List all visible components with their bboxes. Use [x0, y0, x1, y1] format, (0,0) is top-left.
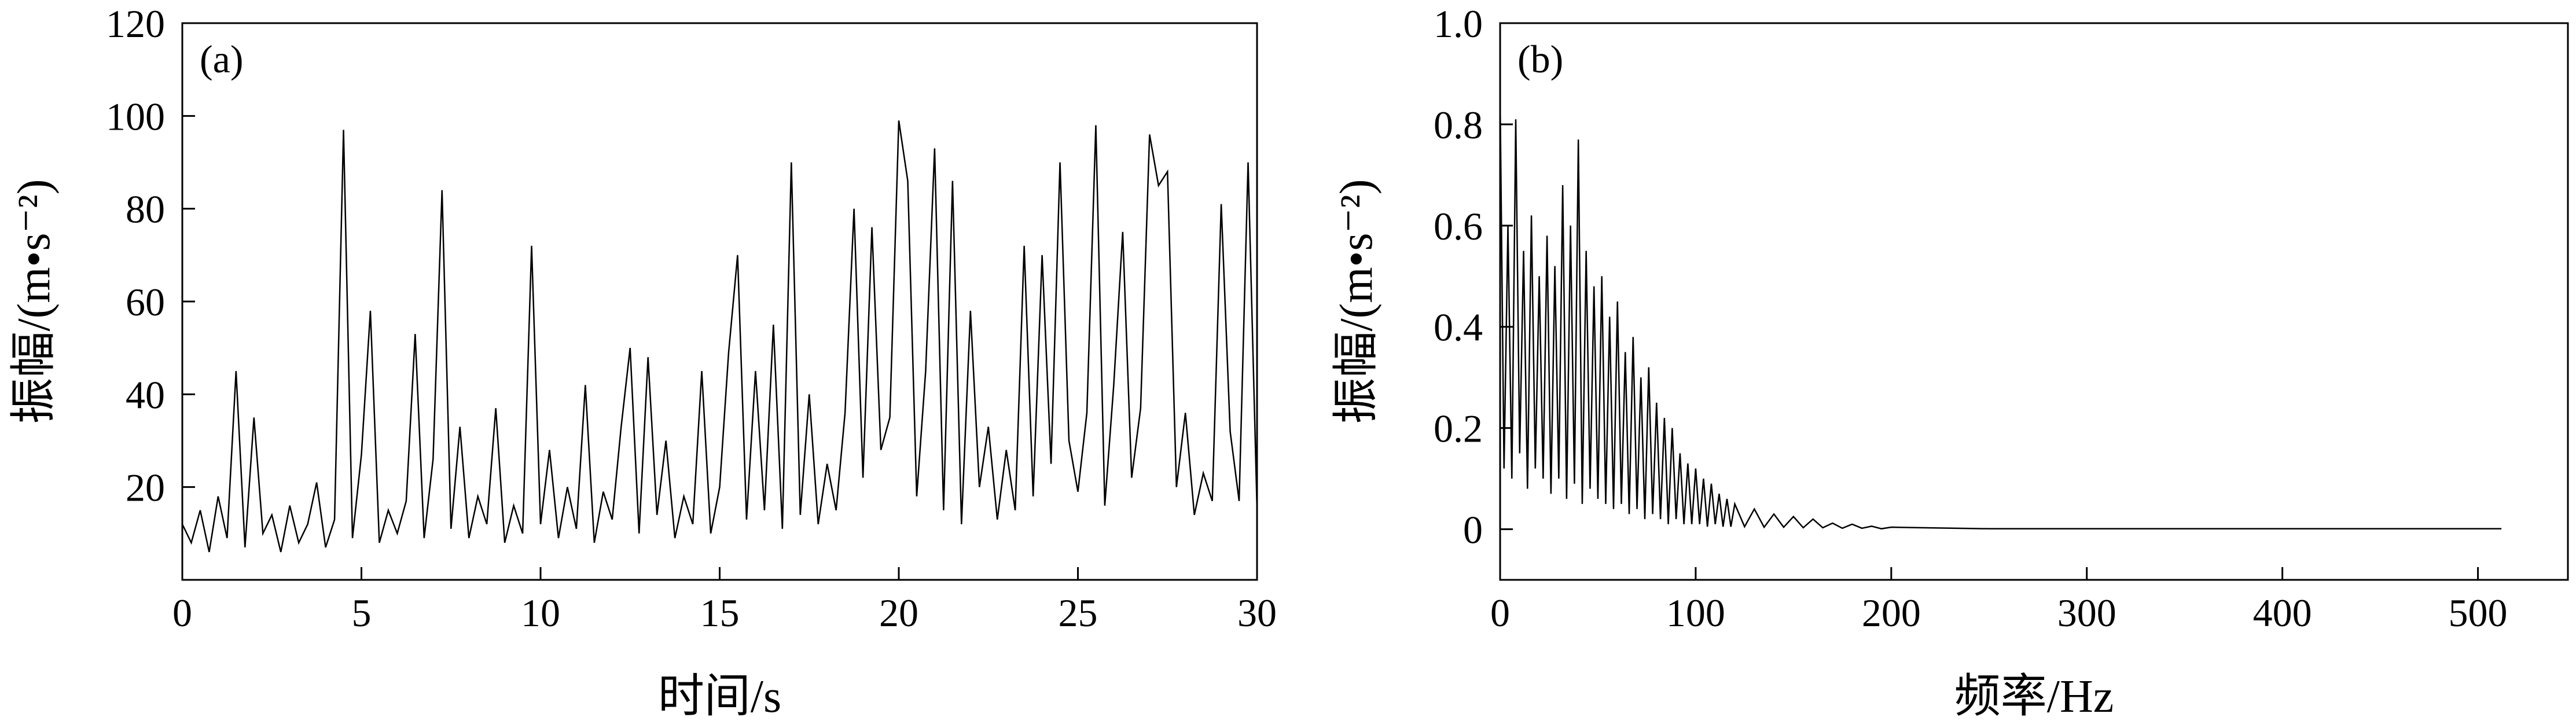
x-tick-label: 20	[879, 591, 918, 635]
x-tick-label: 30	[1237, 591, 1277, 635]
y-tick-label: 0.2	[1434, 407, 1483, 451]
plot-frame	[181, 22, 1258, 581]
x-tick-label: 15	[700, 591, 740, 635]
y-tick-label: 120	[106, 2, 165, 46]
x-tick-label: 100	[1666, 591, 1725, 635]
y-tick-label: 1.0	[1434, 2, 1483, 46]
y-tick-label: 100	[106, 94, 165, 138]
x-tick-label: 500	[2449, 591, 2508, 635]
x-axis-title: 时间/s	[658, 671, 781, 722]
x-tick-label: 400	[2253, 591, 2312, 635]
y-tick-label: 0.6	[1434, 204, 1483, 248]
x-tick-label: 0	[1490, 591, 1510, 635]
x-tick-label: 5	[352, 591, 372, 635]
plot-frame	[1499, 22, 2569, 581]
x-tick-label: 0	[172, 591, 192, 635]
y-tick-label: 80	[126, 187, 165, 231]
panel-label: (b)	[1517, 37, 1563, 81]
y-axis-title: 振幅/(m•s⁻²)	[1331, 179, 1382, 424]
x-tick-label: 300	[2057, 591, 2116, 635]
y-axis-title: 振幅/(m•s⁻²)	[9, 179, 60, 424]
signal-line	[182, 120, 1257, 553]
y-tick-label: 60	[126, 280, 165, 324]
signal-line	[1500, 99, 2502, 530]
panel-label: (a)	[200, 37, 243, 81]
x-tick-label: 10	[521, 591, 560, 635]
y-tick-label: 0	[1463, 508, 1483, 552]
x-tick-label: 200	[1862, 591, 1921, 635]
y-tick-label: 20	[126, 466, 165, 510]
y-tick-label: 0.4	[1434, 306, 1483, 350]
y-tick-label: 40	[126, 373, 165, 417]
x-tick-label: 25	[1059, 591, 1098, 635]
x-axis-title: 频率/Hz	[1954, 671, 2114, 722]
y-tick-label: 0.8	[1434, 103, 1483, 147]
